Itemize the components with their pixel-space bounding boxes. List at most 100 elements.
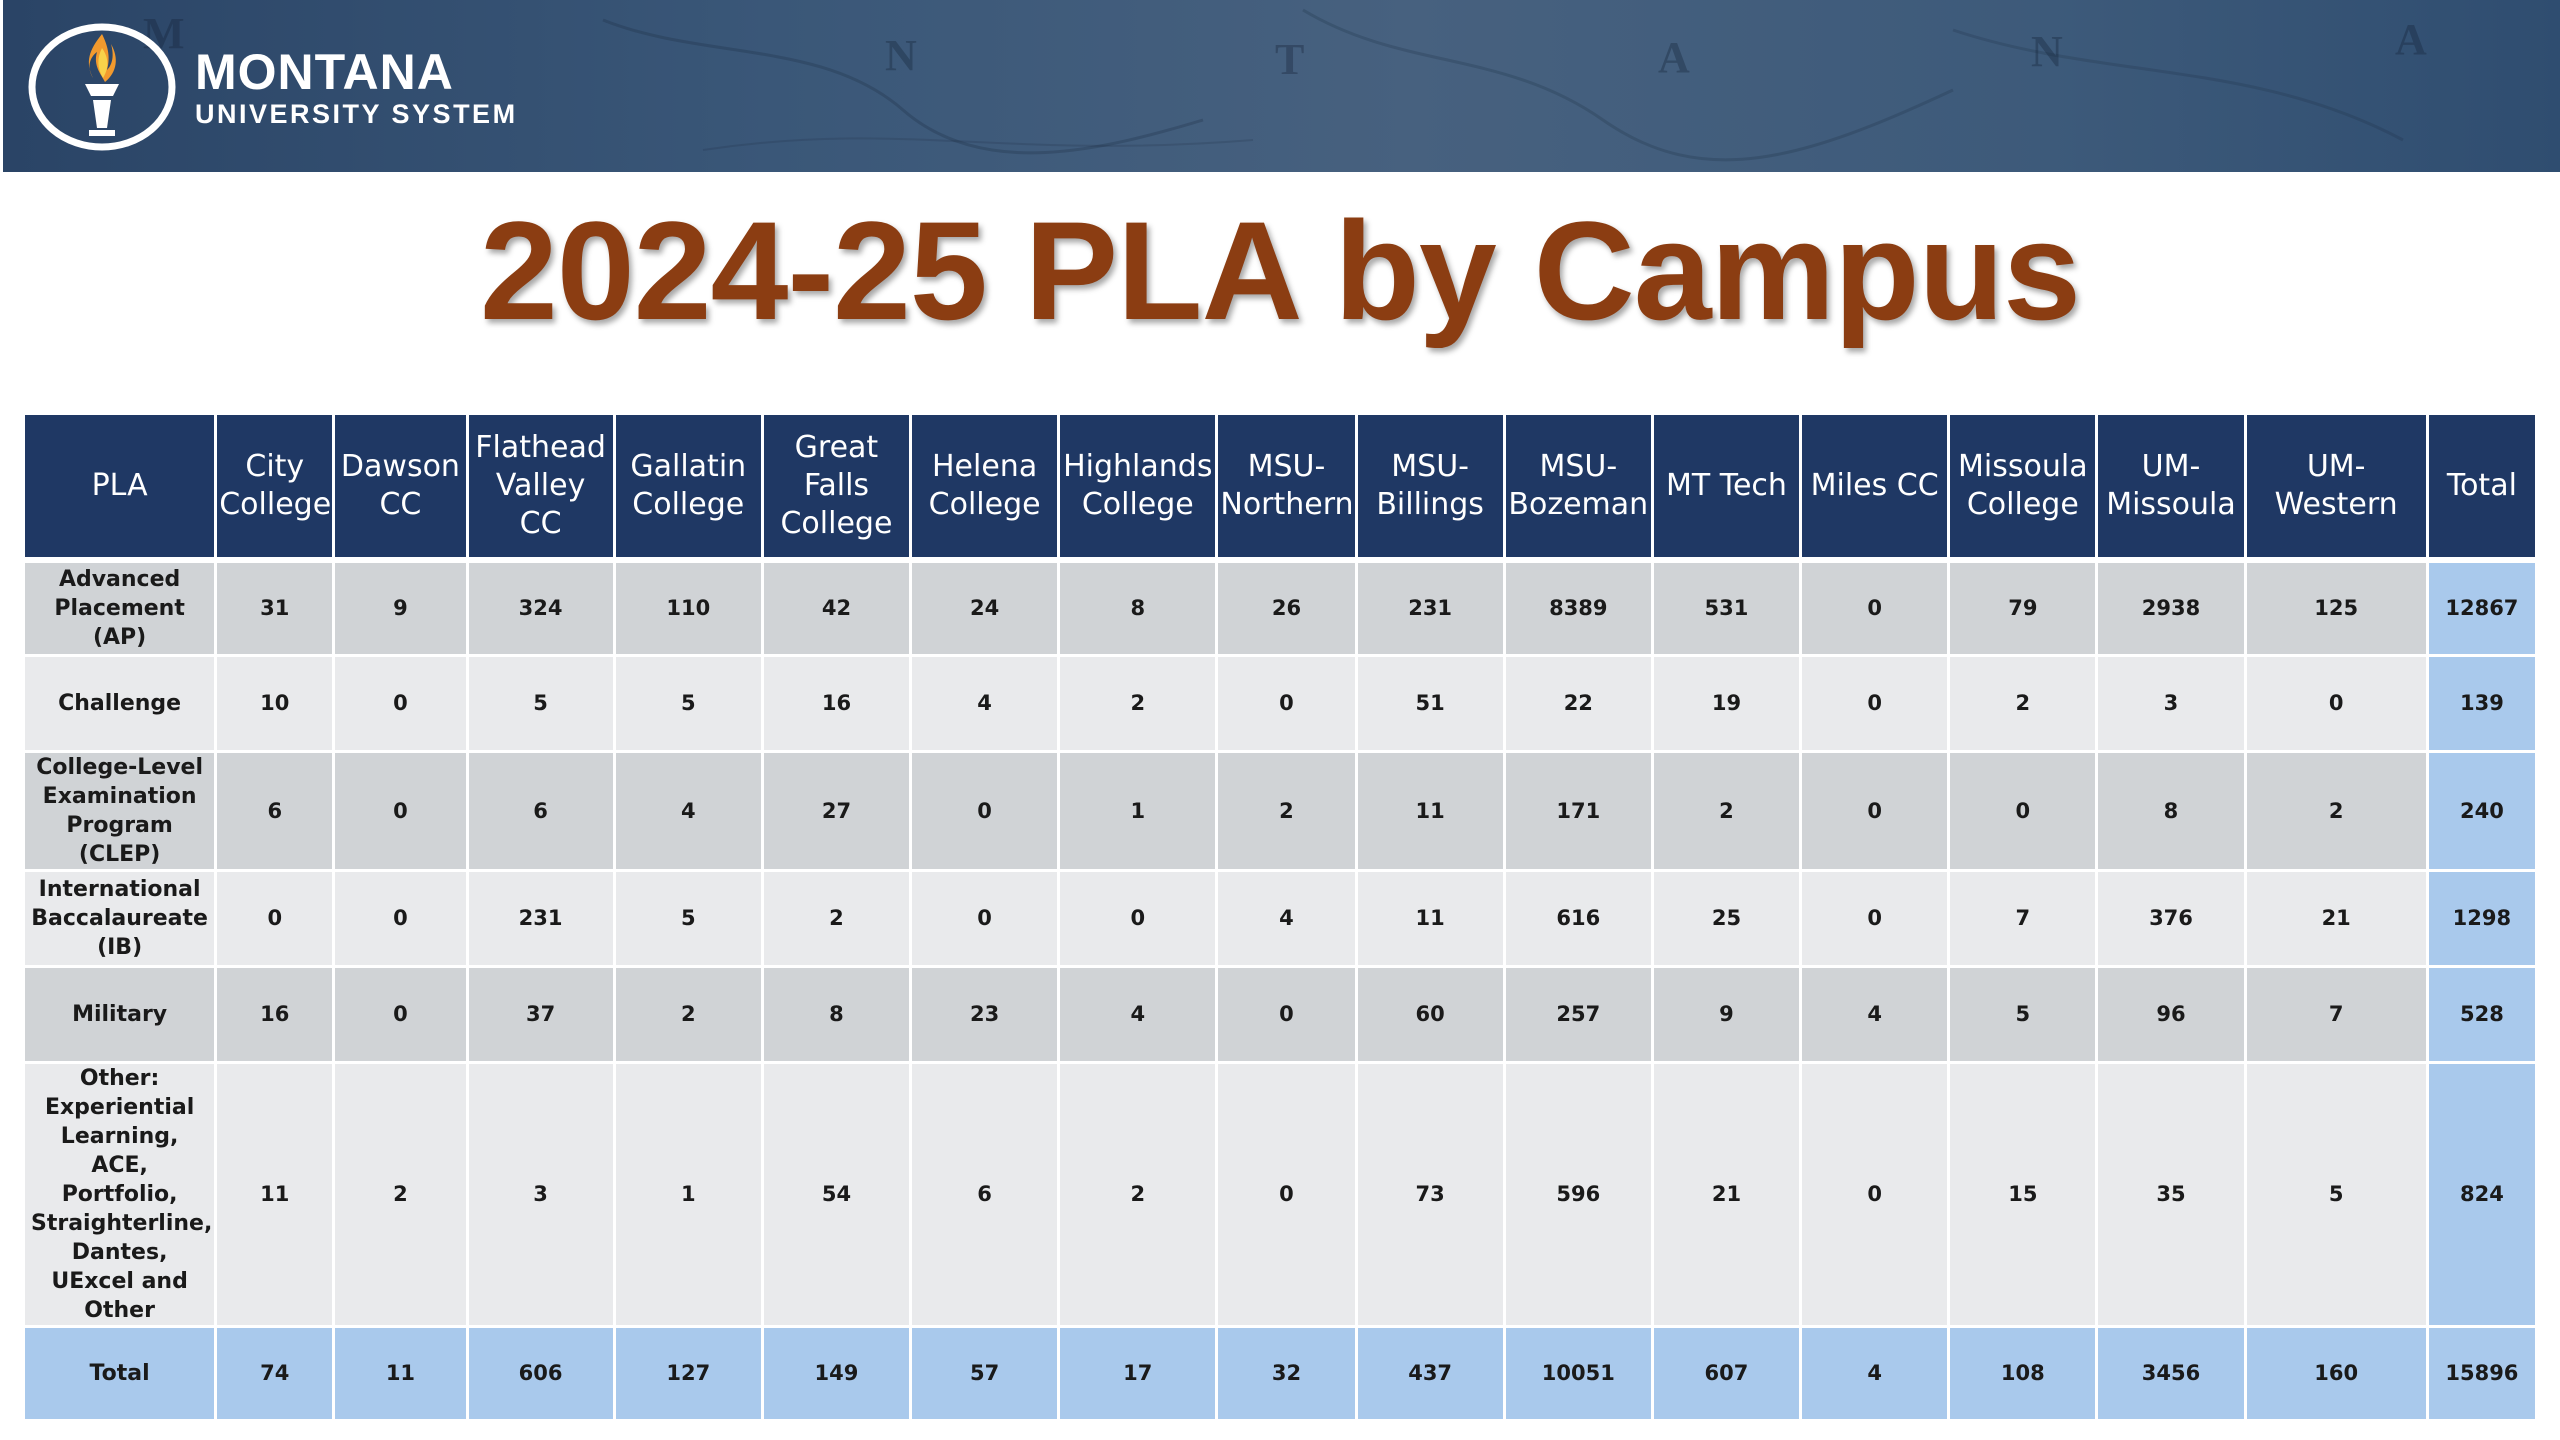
table-cell: 149 (760, 1324, 913, 1422)
total-row: Total 74 11 606 127 149 57 17 32 437 100… (21, 1324, 2539, 1422)
table-cell: 0 (332, 868, 469, 968)
table-cell: 2 (1057, 1060, 1219, 1328)
row-label: Total (21, 1324, 218, 1422)
column-header: Great Falls College (760, 412, 913, 563)
table-cell: 376 (2095, 868, 2247, 968)
row-total-cell: 824 (2425, 1060, 2539, 1328)
table-cell: 0 (1799, 1060, 1951, 1328)
column-header: Dawson CC (332, 412, 469, 563)
table-cell: 606 (465, 1324, 616, 1422)
table-cell: 2938 (2095, 558, 2247, 657)
row-total-cell: 240 (2425, 749, 2539, 872)
table-cell: 2 (332, 1060, 469, 1328)
map-letter: T (1275, 35, 1305, 84)
table-cell: 26 (1215, 558, 1358, 657)
table-row: International Baccalaureate (IB) 0 0 231… (21, 868, 2539, 968)
table-row: Other: Experiential Learning, ACE, Portf… (21, 1060, 2539, 1328)
table-cell: 171 (1502, 749, 1654, 872)
table-cell: 257 (1502, 964, 1654, 1064)
table-cell: 3 (2095, 653, 2247, 753)
table-cell: 0 (332, 749, 469, 872)
table-cell: 0 (1799, 558, 1951, 657)
table-cell: 9 (1650, 964, 1803, 1064)
table-cell: 8389 (1502, 558, 1654, 657)
column-header: Total (2425, 412, 2539, 563)
table-cell: 16 (214, 964, 336, 1064)
table-cell: 7 (2243, 964, 2429, 1064)
table-cell: 2 (1947, 653, 2099, 753)
table-cell: 2 (2243, 749, 2429, 872)
table-cell: 0 (1215, 964, 1358, 1064)
table-cell: 4 (1799, 964, 1951, 1064)
table-cell: 1 (1057, 749, 1219, 872)
torch-icon (28, 23, 176, 151)
table-cell: 42 (760, 558, 913, 657)
table-cell: 96 (2095, 964, 2247, 1064)
table-cell: 0 (332, 964, 469, 1064)
table-cell: 2 (612, 964, 764, 1064)
table-cell: 0 (1215, 1060, 1358, 1328)
table-cell: 0 (1947, 749, 2099, 872)
map-texture: M N T A N A (3, 0, 2560, 172)
table-cell: 437 (1354, 1324, 1506, 1422)
table-cell: 11 (1354, 868, 1506, 968)
table-cell: 0 (2243, 653, 2429, 753)
page-title: 2024-25 PLA by Campus (479, 192, 2081, 349)
table-cell: 5 (1947, 964, 2099, 1064)
table-cell: 11 (332, 1324, 469, 1422)
table-row: Military 16 0 37 2 8 23 4 0 60 257 9 4 5… (21, 964, 2539, 1064)
row-total-cell: 12867 (2425, 558, 2539, 657)
table-cell: 11 (1354, 749, 1506, 872)
table-cell: 4 (1057, 964, 1219, 1064)
table-row: Challenge 10 0 5 5 16 4 2 0 51 22 19 0 2… (21, 653, 2539, 753)
table-cell: 22 (1502, 653, 1654, 753)
column-header: MSU-Billings (1354, 412, 1506, 563)
grand-total-cell: 15896 (2425, 1324, 2539, 1422)
map-letter: N (885, 31, 917, 80)
table-cell: 7 (1947, 868, 2099, 968)
table-cell: 0 (1799, 653, 1951, 753)
table-cell: 5 (2243, 1060, 2429, 1328)
table-cell: 8 (760, 964, 913, 1064)
map-letter: N (2031, 27, 2063, 76)
table-cell: 73 (1354, 1060, 1506, 1328)
table-cell: 24 (909, 558, 1061, 657)
table-cell: 32 (1215, 1324, 1358, 1422)
table-cell: 60 (1354, 964, 1506, 1064)
map-letter: A (2395, 15, 2427, 64)
column-header: UM-Missoula (2095, 412, 2247, 563)
row-label: Military (21, 964, 218, 1064)
row-total-cell: 139 (2425, 653, 2539, 753)
table-cell: 6 (214, 749, 336, 872)
table-cell: 4 (909, 653, 1061, 753)
table-cell: 3 (465, 1060, 616, 1328)
table-cell: 0 (214, 868, 336, 968)
map-letter: M (143, 9, 185, 58)
table-cell: 17 (1057, 1324, 1219, 1422)
table-cell: 51 (1354, 653, 1506, 753)
row-label: College-Level Examination Program (CLEP) (21, 749, 218, 872)
column-header: City College (214, 412, 336, 563)
row-label: International Baccalaureate (IB) (21, 868, 218, 968)
column-header: MSU-Bozeman (1502, 412, 1654, 563)
table-cell: 21 (1650, 1060, 1803, 1328)
table-cell: 4 (1215, 868, 1358, 968)
logo-text: MONTANA UNIVERSITY SYSTEM (195, 47, 518, 128)
table-cell: 5 (612, 653, 764, 753)
pla-table: PLA City College Dawson CC Flathead Vall… (21, 412, 2539, 1422)
table-cell: 110 (612, 558, 764, 657)
header-banner: M N T A N A MONTANA UNIVERSITY SYSTEM (3, 0, 2560, 172)
table-cell: 231 (465, 868, 616, 968)
logo-name: MONTANA (195, 43, 454, 100)
table-cell: 0 (909, 749, 1061, 872)
table-cell: 125 (2243, 558, 2429, 657)
column-header: Flathead Valley CC (465, 412, 616, 563)
row-label: Advanced Placement (AP) (21, 558, 218, 657)
table-cell: 8 (2095, 749, 2247, 872)
table-cell: 2 (1057, 653, 1219, 753)
table-cell: 108 (1947, 1324, 2099, 1422)
table-cell: 9 (332, 558, 469, 657)
table-cell: 0 (1799, 868, 1951, 968)
table-cell: 6 (465, 749, 616, 872)
column-header: Highlands College (1057, 412, 1219, 563)
